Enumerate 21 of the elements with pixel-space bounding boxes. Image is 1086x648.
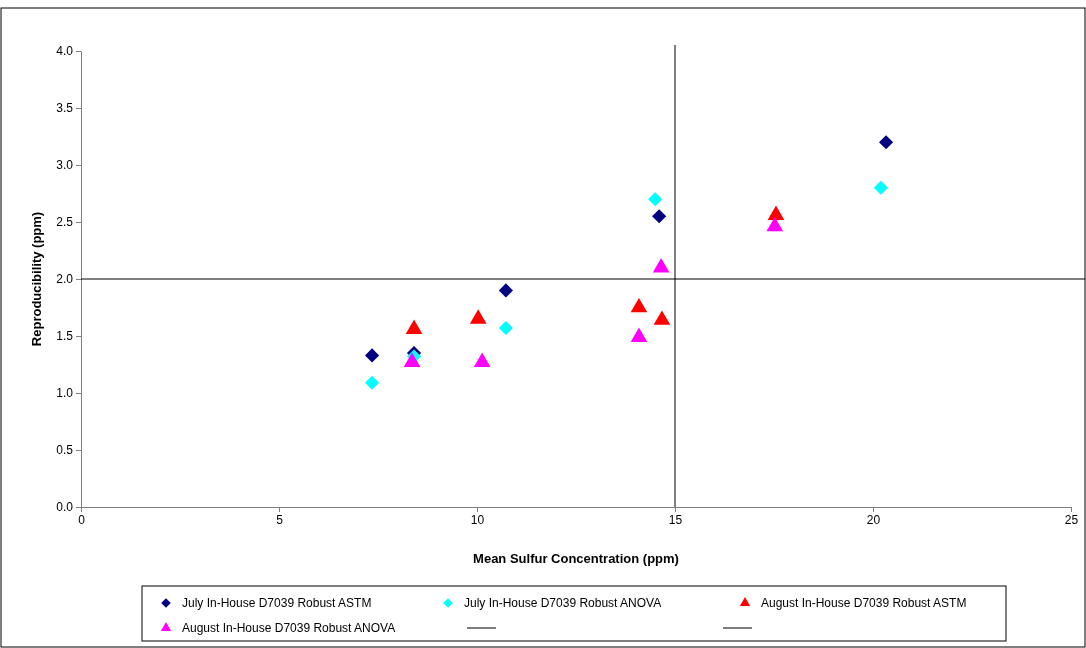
legend-label: July In-House D7039 Robust ANOVA [464,596,662,610]
y-tick-label: 1.5 [56,329,74,344]
legend-label: August In-House D7039 Robust ASTM [761,596,967,610]
legend-label: July In-House D7039 Robust ASTM [182,596,372,610]
x-tick-label: 25 [1064,512,1079,527]
x-tick-label: 0 [78,512,86,527]
y-tick-label: 2.0 [56,272,74,287]
y-tick-label: 3.0 [56,158,74,173]
y-tick-label: 0.0 [56,500,74,515]
y-tick-label: 2.5 [56,215,74,230]
legend-label: August In-House D7039 Robust ANOVA [182,621,396,635]
y-tick-label: 0.5 [56,443,74,458]
y-tick-label: 3.5 [56,101,74,116]
x-tick-label: 15 [668,512,683,527]
x-tick-label: 10 [470,512,485,527]
y-axis-title: Reproducibility (ppm) [29,211,44,347]
x-tick-label: 5 [276,512,284,527]
x-tick-label: 20 [866,512,881,527]
y-tick-label: 4.0 [56,44,74,59]
y-tick-label: 1.0 [56,386,74,401]
x-axis-title: Mean Sulfur Concentration (ppm) [473,551,679,566]
